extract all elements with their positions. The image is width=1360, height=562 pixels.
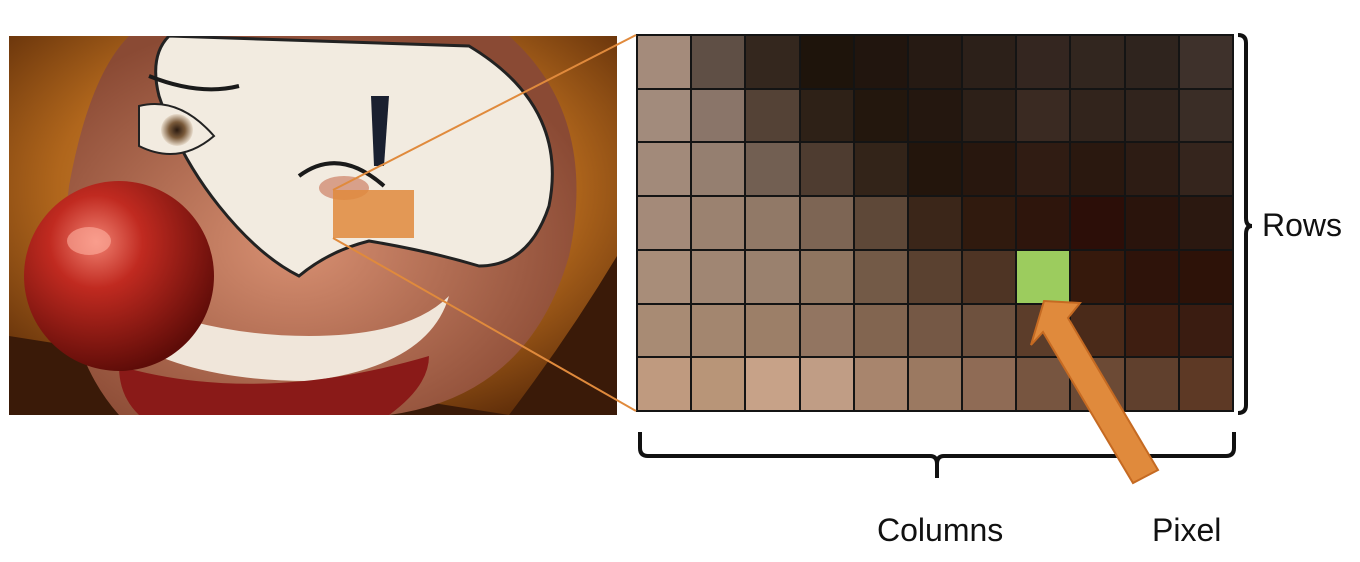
pixel-cell	[963, 358, 1016, 410]
rows-label: Rows	[1262, 207, 1343, 243]
pixel-cell	[1017, 36, 1070, 88]
pixel-cell	[746, 36, 799, 88]
pixel-cell	[1179, 197, 1232, 249]
clown-photo	[9, 36, 617, 415]
pixel-cell	[1179, 250, 1232, 303]
pixel-cell	[692, 89, 745, 142]
pixel-cell	[908, 250, 962, 303]
pixel-cell	[908, 89, 962, 142]
pixel-cell	[854, 250, 907, 303]
pixel-cell	[854, 197, 907, 249]
pixel-cell	[854, 304, 907, 357]
pixel-cell	[692, 304, 745, 357]
pixel-cell	[1017, 89, 1070, 142]
rows-brace	[1237, 33, 1253, 415]
pixel-label: Pixel	[1152, 512, 1222, 548]
red-nose	[24, 181, 214, 371]
pixel-cell	[1071, 358, 1124, 410]
pixel-cell	[638, 250, 691, 303]
pixel-cell	[1125, 143, 1178, 196]
highlight-box	[333, 190, 414, 238]
pixel-grid	[636, 34, 1234, 412]
pixel-cell	[1125, 304, 1178, 357]
pixel-cell	[1125, 36, 1178, 88]
pixel-cell	[638, 89, 691, 142]
pixel-cell	[963, 304, 1016, 357]
pixel-cell	[800, 36, 853, 88]
pixel-cell	[1071, 197, 1124, 249]
pixel-cell	[963, 197, 1016, 249]
pixel-cell	[1179, 358, 1232, 410]
columns-brace	[638, 432, 1236, 478]
pixel-cell	[800, 143, 853, 196]
pixel-cell	[746, 143, 799, 196]
pixel-cell	[800, 250, 853, 303]
eyebrow	[148, 74, 240, 92]
pixel-cell	[963, 89, 1016, 142]
pixel-cell	[800, 89, 853, 142]
pixel-cell	[800, 197, 853, 249]
pixel-cell	[1071, 36, 1124, 88]
pixel-cell	[963, 250, 1016, 303]
pixel-cell	[908, 143, 962, 196]
left-eye	[161, 114, 193, 146]
pixel-cell	[1071, 143, 1124, 196]
pixel-cell	[1125, 197, 1178, 249]
pixel-cell	[1179, 89, 1232, 142]
pixel-cell	[1125, 358, 1178, 410]
pixel-cell	[908, 36, 962, 88]
pixel-cell	[746, 250, 799, 303]
pixel-cell	[1179, 36, 1232, 88]
pixel-cell	[638, 304, 691, 357]
pixel-cell	[1071, 250, 1124, 303]
pixel-cell	[1071, 89, 1124, 142]
pixel-cell	[1125, 89, 1178, 142]
pixel-cell	[854, 358, 907, 410]
pixel-cell	[963, 36, 1016, 88]
pixel-cell	[638, 36, 691, 88]
pixel-cell	[908, 358, 962, 410]
pixel-cell	[638, 358, 691, 410]
pixel-cell	[1125, 250, 1178, 303]
pixel-cell	[746, 89, 799, 142]
pixel-cell	[692, 250, 745, 303]
pixel-cell	[692, 197, 745, 249]
pixel-cell	[1179, 143, 1232, 196]
pixel-cell	[800, 358, 853, 410]
pixel-cell	[746, 197, 799, 249]
pixel-cell	[1179, 304, 1232, 357]
pixel-cell	[692, 143, 745, 196]
pixel-cell	[1017, 358, 1070, 410]
pixel-cell	[638, 143, 691, 196]
pixel-cell	[908, 304, 962, 357]
pixel-cell	[1017, 197, 1070, 249]
pixel-cell	[1017, 304, 1070, 357]
pixel-cell	[692, 36, 745, 88]
pixel-cell	[854, 36, 907, 88]
pixel-cell	[638, 197, 691, 249]
selected-pixel	[1071, 304, 1124, 357]
pixel-cell	[746, 358, 799, 410]
pixel-cell	[854, 143, 907, 196]
pixel-cell	[854, 89, 907, 142]
pixel-cell	[963, 143, 1016, 196]
pixel-cell	[908, 197, 962, 249]
pixel-cell	[1017, 143, 1070, 196]
pixel-cell	[1017, 250, 1070, 303]
pixel-cell	[800, 304, 853, 357]
pixel-cell	[746, 304, 799, 357]
pixel-cell	[692, 358, 745, 410]
columns-label: Columns	[877, 512, 1004, 548]
nose-highlight	[67, 227, 111, 255]
